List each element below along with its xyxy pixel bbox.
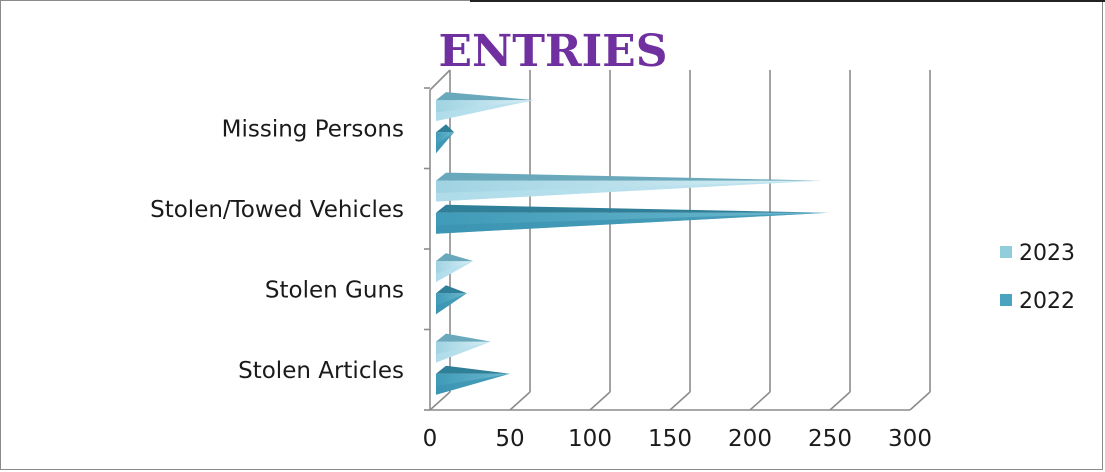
floor-line-250 bbox=[830, 392, 850, 410]
floor-line-150 bbox=[670, 392, 690, 410]
floor-line-300 bbox=[910, 392, 930, 410]
legend-swatch-2022 bbox=[1000, 294, 1012, 306]
bar-top-2023-1 bbox=[436, 173, 822, 181]
legend-label-2022: 2022 bbox=[1019, 289, 1075, 314]
category-label-3: Stolen Articles bbox=[238, 358, 404, 384]
bar-top-2022-3 bbox=[436, 366, 510, 374]
floor-line-100 bbox=[590, 392, 610, 410]
axes bbox=[424, 70, 910, 410]
x-tick-label-200: 200 bbox=[728, 426, 772, 452]
x-tick-label-50: 50 bbox=[495, 426, 524, 452]
x-tick-label-0: 0 bbox=[423, 426, 438, 452]
floor-line-0 bbox=[430, 392, 450, 410]
floor-line-200 bbox=[750, 392, 770, 410]
bar-top-2023-3 bbox=[436, 334, 491, 342]
legend-label-2023: 2023 bbox=[1019, 241, 1075, 266]
bar-top-2023-2 bbox=[436, 253, 473, 261]
x-tick-label-300: 300 bbox=[888, 426, 932, 452]
chart-title: ENTRIES bbox=[439, 26, 668, 77]
legend: 2023 2022 bbox=[1000, 241, 1075, 314]
floor-line-50 bbox=[510, 392, 530, 410]
grid-lines bbox=[430, 70, 930, 410]
bar-top-2023-0 bbox=[436, 92, 534, 100]
labels: 0 50 100 150 200 250 300 Missing Persons Stolen/… bbox=[150, 116, 932, 452]
category-label-1: Stolen/Towed Vehicles bbox=[150, 197, 404, 223]
category-label-0: Missing Persons bbox=[222, 116, 404, 142]
legend-swatch-2023 bbox=[1000, 246, 1012, 258]
x-tick-label-250: 250 bbox=[808, 426, 852, 452]
bar-top-2022-2 bbox=[436, 285, 467, 293]
bar-top-2022-0 bbox=[436, 124, 454, 132]
x-tick-label-150: 150 bbox=[648, 426, 692, 452]
x-tick-label-100: 100 bbox=[568, 426, 612, 452]
category-label-2: Stolen Guns bbox=[265, 277, 404, 303]
